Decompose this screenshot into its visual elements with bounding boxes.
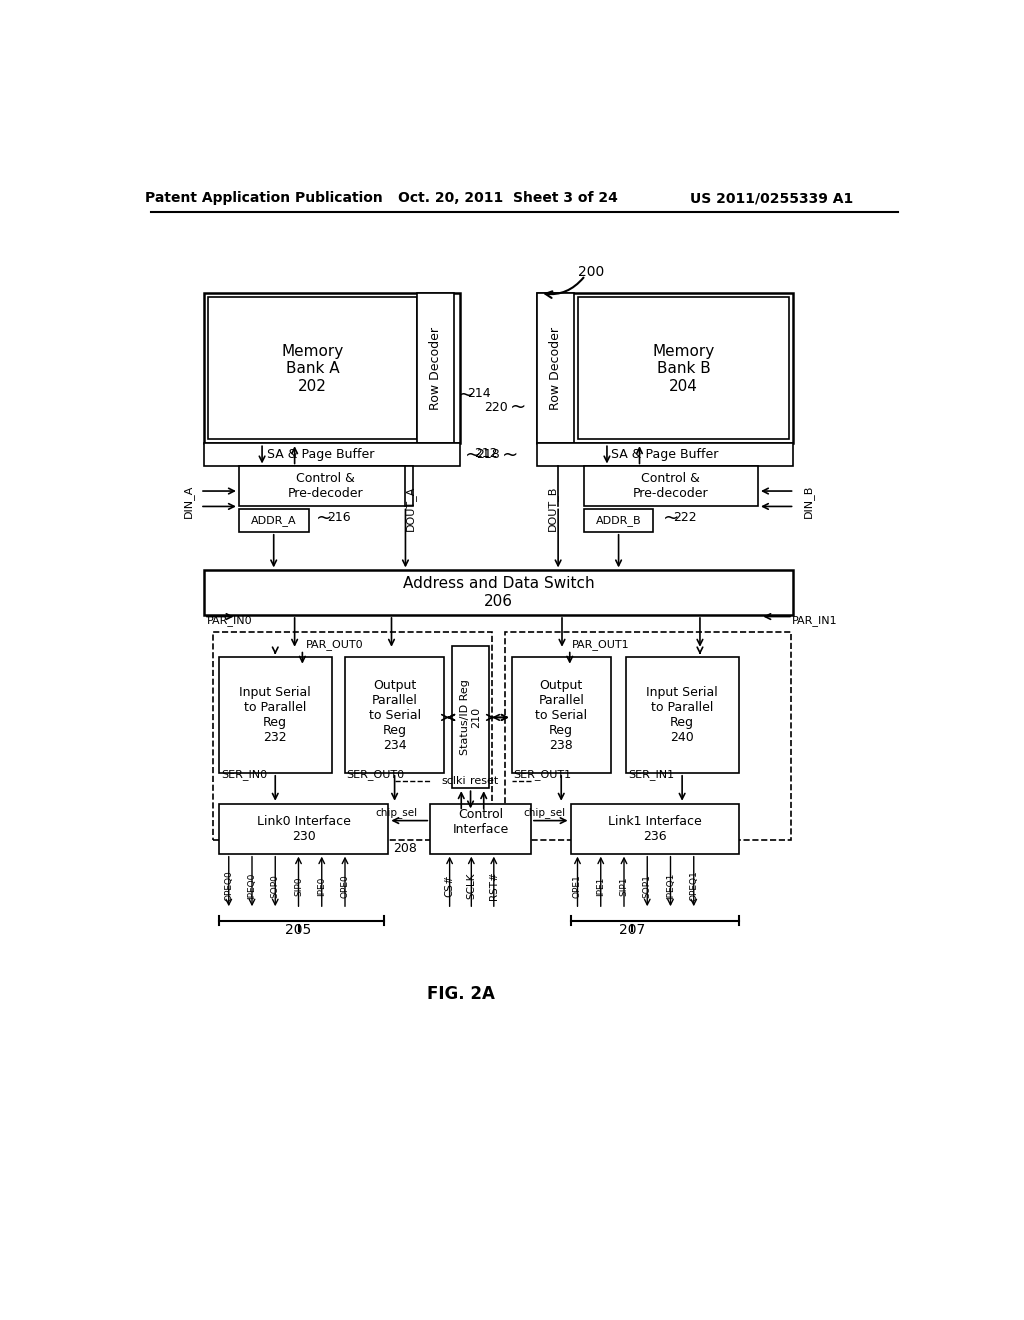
Text: ~: ~ [458,385,474,404]
Text: ~: ~ [510,397,526,417]
Text: Control &
Pre-decoder: Control & Pre-decoder [288,473,364,500]
Text: ~: ~ [316,510,333,528]
Text: OPE0: OPE0 [341,874,349,898]
Text: SIP1: SIP1 [620,876,629,896]
Bar [538,293,574,444]
Text: OPE1: OPE1 [573,874,582,898]
Text: Input Serial
to Parallel
Reg
232: Input Serial to Parallel Reg 232 [240,686,311,744]
Text: RST#: RST# [488,871,499,900]
Text: Input Serial
to Parallel
Reg
240: Input Serial to Parallel Reg 240 [646,686,718,744]
Bar [417,293,455,444]
Bar [538,293,793,444]
Text: DOUT_B: DOUT_B [547,486,558,532]
Text: ADDR_B: ADDR_B [596,515,641,525]
Text: PAR_IN1: PAR_IN1 [792,615,837,626]
Bar [584,508,653,532]
Bar [538,444,793,466]
Text: Control
Interface: Control Interface [453,808,509,836]
Bar [219,804,388,854]
Bar [570,804,739,854]
Text: DOUT_A: DOUT_A [406,486,417,532]
Text: Link0 Interface
230: Link0 Interface 230 [257,814,351,843]
Text: SA & Page Buffer: SA & Page Buffer [266,449,374,462]
Text: ~: ~ [465,445,481,465]
Text: US 2011/0255339 A1: US 2011/0255339 A1 [689,191,853,206]
Text: sclki: sclki [441,776,466,785]
Bar [213,632,493,840]
Text: IPE1: IPE1 [596,876,605,896]
Text: SER_OUT0: SER_OUT0 [346,770,404,780]
Text: SER_IN0: SER_IN0 [221,770,267,780]
Text: SOP1: SOP1 [643,874,651,898]
Text: ~: ~ [503,445,519,465]
Bar [204,444,460,466]
Bar [512,657,611,774]
Bar [219,657,332,774]
Text: 216: 216 [328,511,351,524]
Text: Memory
Bank A
202: Memory Bank A 202 [282,343,344,393]
Text: Output
Parallel
to Serial
Reg
234: Output Parallel to Serial Reg 234 [369,678,421,751]
Text: IPEQ1: IPEQ1 [666,873,675,899]
Text: DIN_A: DIN_A [183,484,194,517]
Text: 218: 218 [476,449,500,462]
Text: SIP0: SIP0 [294,876,303,896]
Text: Status/ID Reg
210: Status/ID Reg 210 [460,680,481,755]
Text: 212: 212 [474,446,498,459]
Text: 208: 208 [393,842,417,855]
Text: SER_OUT1: SER_OUT1 [513,770,571,780]
Bar [584,466,758,507]
Text: IPE0: IPE0 [317,876,327,896]
Text: Address and Data Switch
206: Address and Data Switch 206 [402,577,594,609]
Bar [506,632,791,840]
Text: chip_sel: chip_sel [523,808,565,818]
Text: OPEQ1: OPEQ1 [689,871,698,902]
Text: ADDR_A: ADDR_A [251,515,297,525]
Text: FIG. 2A: FIG. 2A [427,985,496,1003]
Bar [627,657,738,774]
Text: SCLK: SCLK [466,873,476,899]
Text: DIN_B: DIN_B [803,484,814,517]
Bar [208,297,417,440]
Text: 222: 222 [674,511,697,524]
Text: SA & Page Buffer: SA & Page Buffer [611,449,719,462]
Text: SER_IN1: SER_IN1 [628,770,674,780]
Text: Memory
Bank B
204: Memory Bank B 204 [652,343,715,393]
Bar [452,645,489,788]
Text: Link1 Interface
236: Link1 Interface 236 [608,814,701,843]
Text: Patent Application Publication: Patent Application Publication [144,191,383,206]
Text: 220: 220 [484,400,508,413]
Text: Output
Parallel
to Serial
Reg
238: Output Parallel to Serial Reg 238 [536,678,588,751]
Bar [430,804,531,854]
Text: reset: reset [470,776,498,785]
Text: chip_sel: chip_sel [375,808,417,818]
Text: 207: 207 [618,923,645,937]
Text: 205: 205 [286,923,311,937]
Text: CS#: CS# [444,875,455,898]
Bar [239,508,308,532]
Text: Row Decoder: Row Decoder [549,327,562,411]
Text: ~: ~ [663,510,679,528]
Text: PAR_OUT0: PAR_OUT0 [306,640,364,651]
Text: 214: 214 [467,387,490,400]
Bar [345,657,444,774]
Bar [204,293,460,444]
Bar [239,466,414,507]
Text: PAR_OUT1: PAR_OUT1 [572,640,630,651]
Bar [578,297,790,440]
Text: Control &
Pre-decoder: Control & Pre-decoder [633,473,709,500]
Text: Row Decoder: Row Decoder [429,327,442,411]
Text: 200: 200 [578,265,604,280]
Text: Oct. 20, 2011  Sheet 3 of 24: Oct. 20, 2011 Sheet 3 of 24 [397,191,617,206]
Text: OPEQ0: OPEQ0 [224,871,233,902]
FancyArrowPatch shape [546,277,584,298]
Bar [204,570,793,615]
Text: IPEQ0: IPEQ0 [248,873,256,899]
Text: PAR_IN0: PAR_IN0 [207,615,253,626]
Text: SOP0: SOP0 [270,874,280,898]
